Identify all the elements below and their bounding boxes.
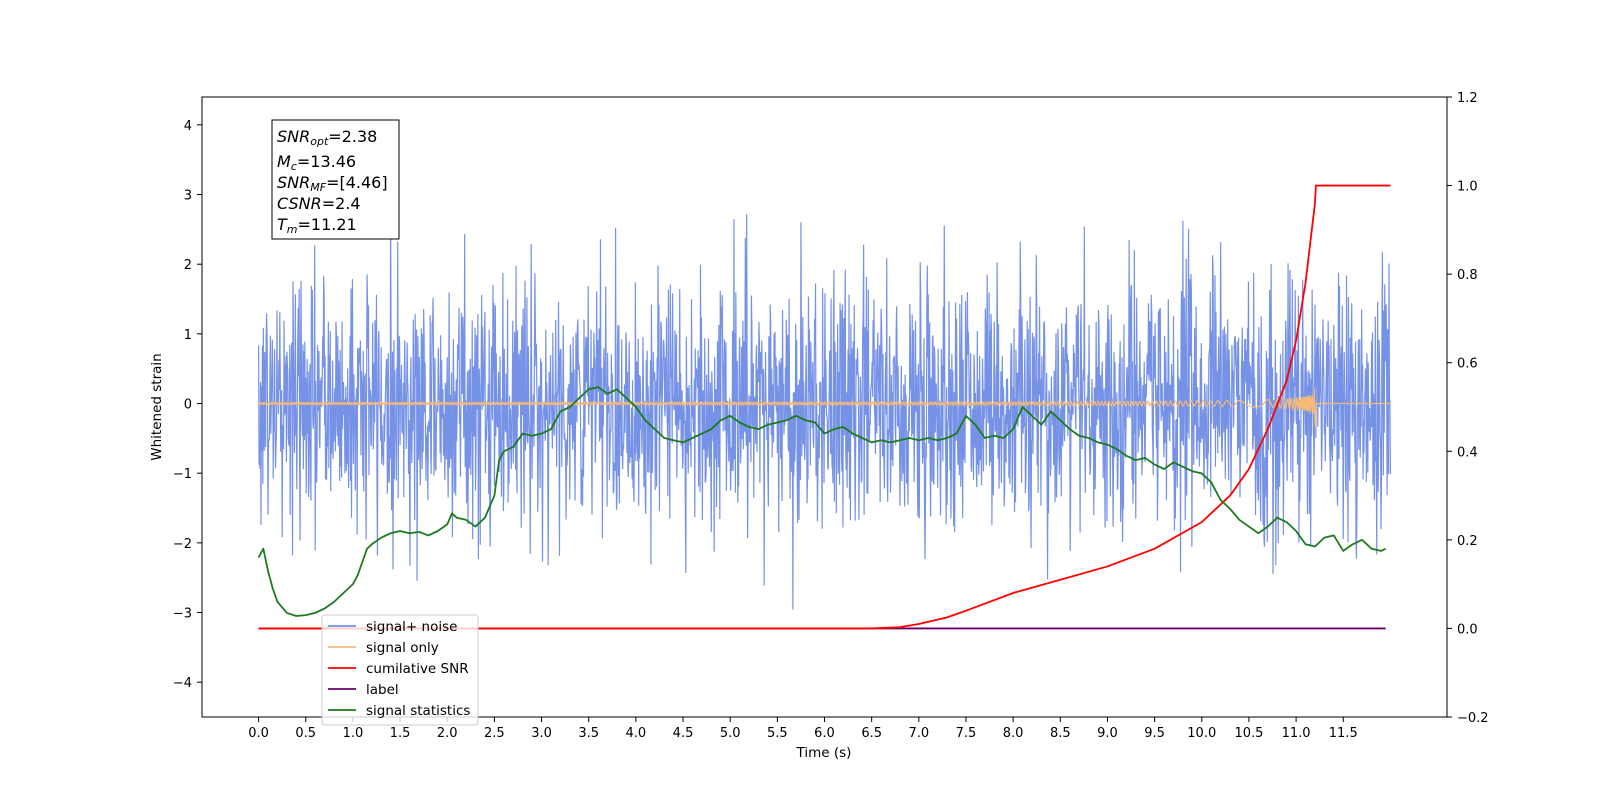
series-cumilative-snr-line (258, 184, 1391, 630)
x-tick-label: 10.0 (1187, 726, 1216, 741)
x-tick-label: 3.0 (531, 726, 552, 741)
x-tick-label: 0.0 (248, 726, 269, 741)
x-tick-label: 6.0 (814, 726, 835, 741)
y-tick-label: 2 (184, 258, 192, 273)
x-tick-label: 11.0 (1282, 726, 1311, 741)
y-axis-label: Whitened strain (149, 353, 165, 460)
y2-tick-label: 0.6 (1457, 357, 1478, 372)
x-tick-label: 1.5 (390, 726, 411, 741)
x-tick-label: 8.0 (1003, 726, 1024, 741)
y2-tick-label: 1.0 (1457, 180, 1478, 195)
y-tick-label: −3 (173, 607, 192, 622)
y-tick-label: −1 (173, 467, 192, 482)
legend: signal+ noise signal only cumilative SNR… (321, 614, 479, 726)
x-tick-label: 1.0 (343, 726, 364, 741)
x-tick-label: 7.0 (908, 726, 929, 741)
x-tick-label: 9.0 (1097, 726, 1118, 741)
x-tick-label: 5.0 (720, 726, 741, 741)
legend-item-signal-only: signal only (328, 640, 439, 656)
x-tick-label: 7.5 (956, 726, 977, 741)
y2-tick-label: 0.4 (1457, 445, 1478, 460)
stat-csnr: CSNR=2.4 (277, 194, 361, 213)
legend-item-signal-statistics: signal statistics (328, 703, 470, 719)
x-tick-label: 9.5 (1144, 726, 1165, 741)
series-signal-statistics-line (257, 386, 1387, 617)
y2-tick-label: 0.0 (1457, 622, 1478, 637)
legend-item-signal-noise: signal+ noise (328, 619, 457, 635)
series-signal-only-line (258, 387, 1391, 429)
stat-tm: Tm=11.21 (277, 215, 357, 236)
y2-tick-label: 0.8 (1457, 268, 1478, 283)
legend-label-signal-only: signal only (366, 640, 439, 656)
y-tick-label: 1 (184, 328, 192, 343)
legend-label-signal-statistics: signal statistics (366, 703, 470, 719)
y-tick-label: 0 (184, 398, 192, 413)
legend-label-signal-noise: signal+ noise (366, 619, 457, 635)
y2-tick-label: 1.2 (1457, 91, 1478, 106)
x-tick-label: 2.5 (484, 726, 505, 741)
y-tick-label: 3 (184, 189, 192, 204)
x-tick-label: 2.0 (437, 726, 458, 741)
x-tick-label: 5.5 (767, 726, 788, 741)
y-tick-label: 4 (184, 119, 192, 134)
y-axis-left: 4 3 2 1 0 −1 −2 −3 −4 (173, 119, 202, 691)
series-signal-only-layer (258, 387, 1391, 429)
x-tick-label: 3.5 (578, 726, 599, 741)
stat-mc: Mc=13.46 (277, 152, 356, 173)
x-axis-label: Time (s) (796, 745, 852, 761)
legend-label-label: label (366, 682, 399, 698)
y-axis-right: 1.2 1.0 0.8 0.6 0.4 0.2 0.0 −0.2 (1447, 91, 1489, 726)
series-signal-noise-line (257, 201, 1392, 610)
x-tick-label: 0.5 (295, 726, 316, 741)
x-tick-label: 10.5 (1234, 726, 1263, 741)
x-tick-label: 6.5 (861, 726, 882, 741)
x-tick-label: 4.5 (673, 726, 694, 741)
stat-snr-opt: SNRopt=2.38 (277, 127, 377, 148)
series-signal-noise-layer (257, 201, 1392, 610)
stats-box: SNRopt=2.38 Mc=13.46 SNRMF=[4.46] CSNR=2… (271, 119, 400, 240)
x-tick-label: 11.5 (1329, 726, 1358, 741)
stat-snr-mf: SNRMF=[4.46] (277, 173, 388, 194)
x-tick-label: 8.5 (1050, 726, 1071, 741)
y2-tick-label: 0.2 (1457, 534, 1478, 549)
x-axis: 0.0 0.5 1.0 1.5 2.0 2.5 3.0 3.5 4.0 4.5 5.0 5.5 6.0 6… (248, 717, 1358, 741)
legend-label-cumilative-snr: cumilative SNR (366, 661, 469, 677)
legend-item-cumilative-snr: cumilative SNR (328, 661, 469, 677)
legend-item-label: label (328, 682, 399, 698)
y2-tick-label: −0.2 (1457, 711, 1489, 726)
y-tick-label: −2 (173, 537, 192, 552)
x-tick-label: 4.0 (626, 726, 647, 741)
y-tick-label: −4 (173, 676, 192, 691)
